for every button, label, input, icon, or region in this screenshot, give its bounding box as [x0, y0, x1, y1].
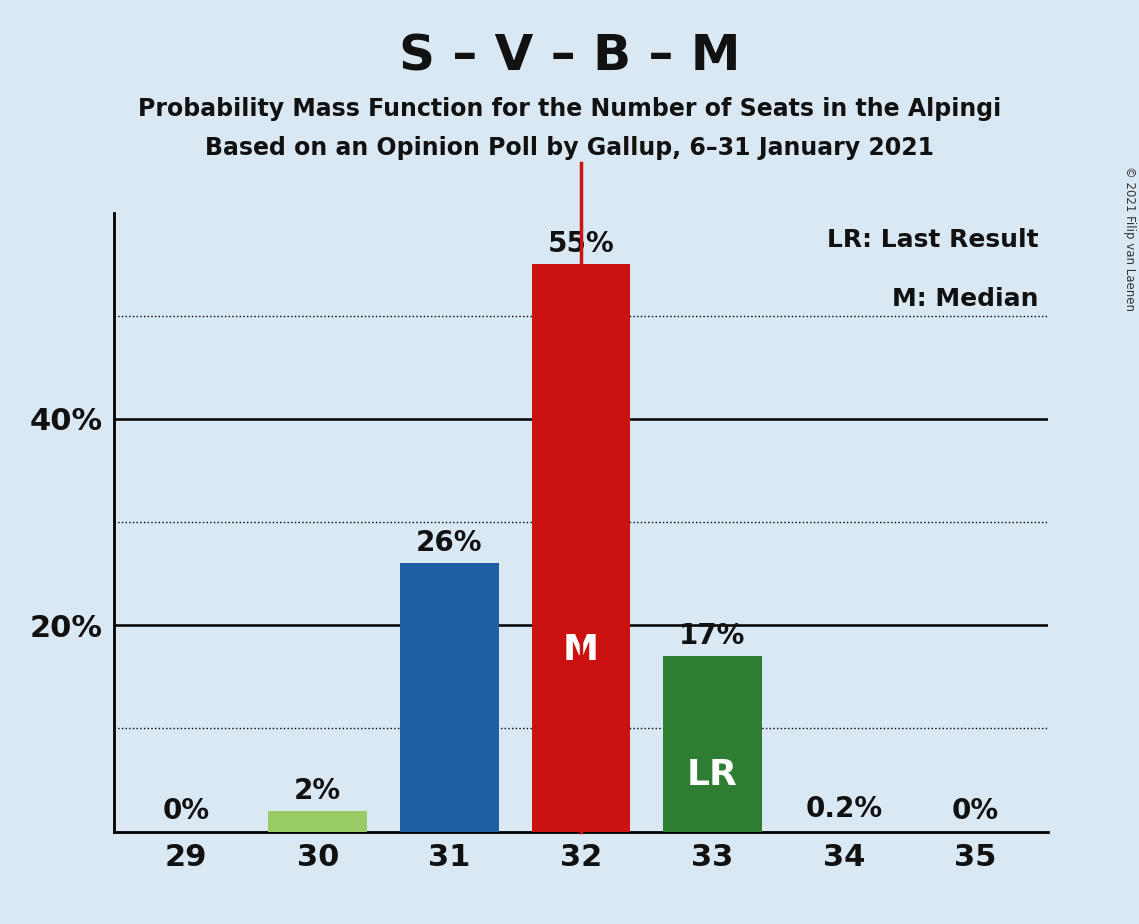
Text: M: Median: M: Median [892, 286, 1039, 310]
Bar [400, 564, 499, 832]
Text: 2%: 2% [294, 777, 342, 805]
Text: 55%: 55% [548, 230, 614, 258]
Text: LR: LR [687, 759, 738, 793]
Text: S – V – B – M: S – V – B – M [399, 32, 740, 80]
Text: 0%: 0% [952, 797, 999, 825]
Text: LR: Last Result: LR: Last Result [827, 228, 1039, 252]
Text: Probability Mass Function for the Number of Seats in the Alpingi: Probability Mass Function for the Number… [138, 97, 1001, 121]
Text: 26%: 26% [416, 529, 483, 557]
Bar [532, 264, 630, 832]
Bar [269, 811, 367, 832]
Text: 0.2%: 0.2% [805, 796, 883, 823]
Text: Based on an Opinion Poll by Gallup, 6–31 January 2021: Based on an Opinion Poll by Gallup, 6–31… [205, 136, 934, 160]
Text: M: M [563, 633, 599, 667]
Bar [663, 656, 762, 832]
Text: 0%: 0% [163, 797, 210, 825]
Text: 17%: 17% [679, 622, 746, 650]
Text: © 2021 Filip van Laenen: © 2021 Filip van Laenen [1123, 166, 1137, 311]
